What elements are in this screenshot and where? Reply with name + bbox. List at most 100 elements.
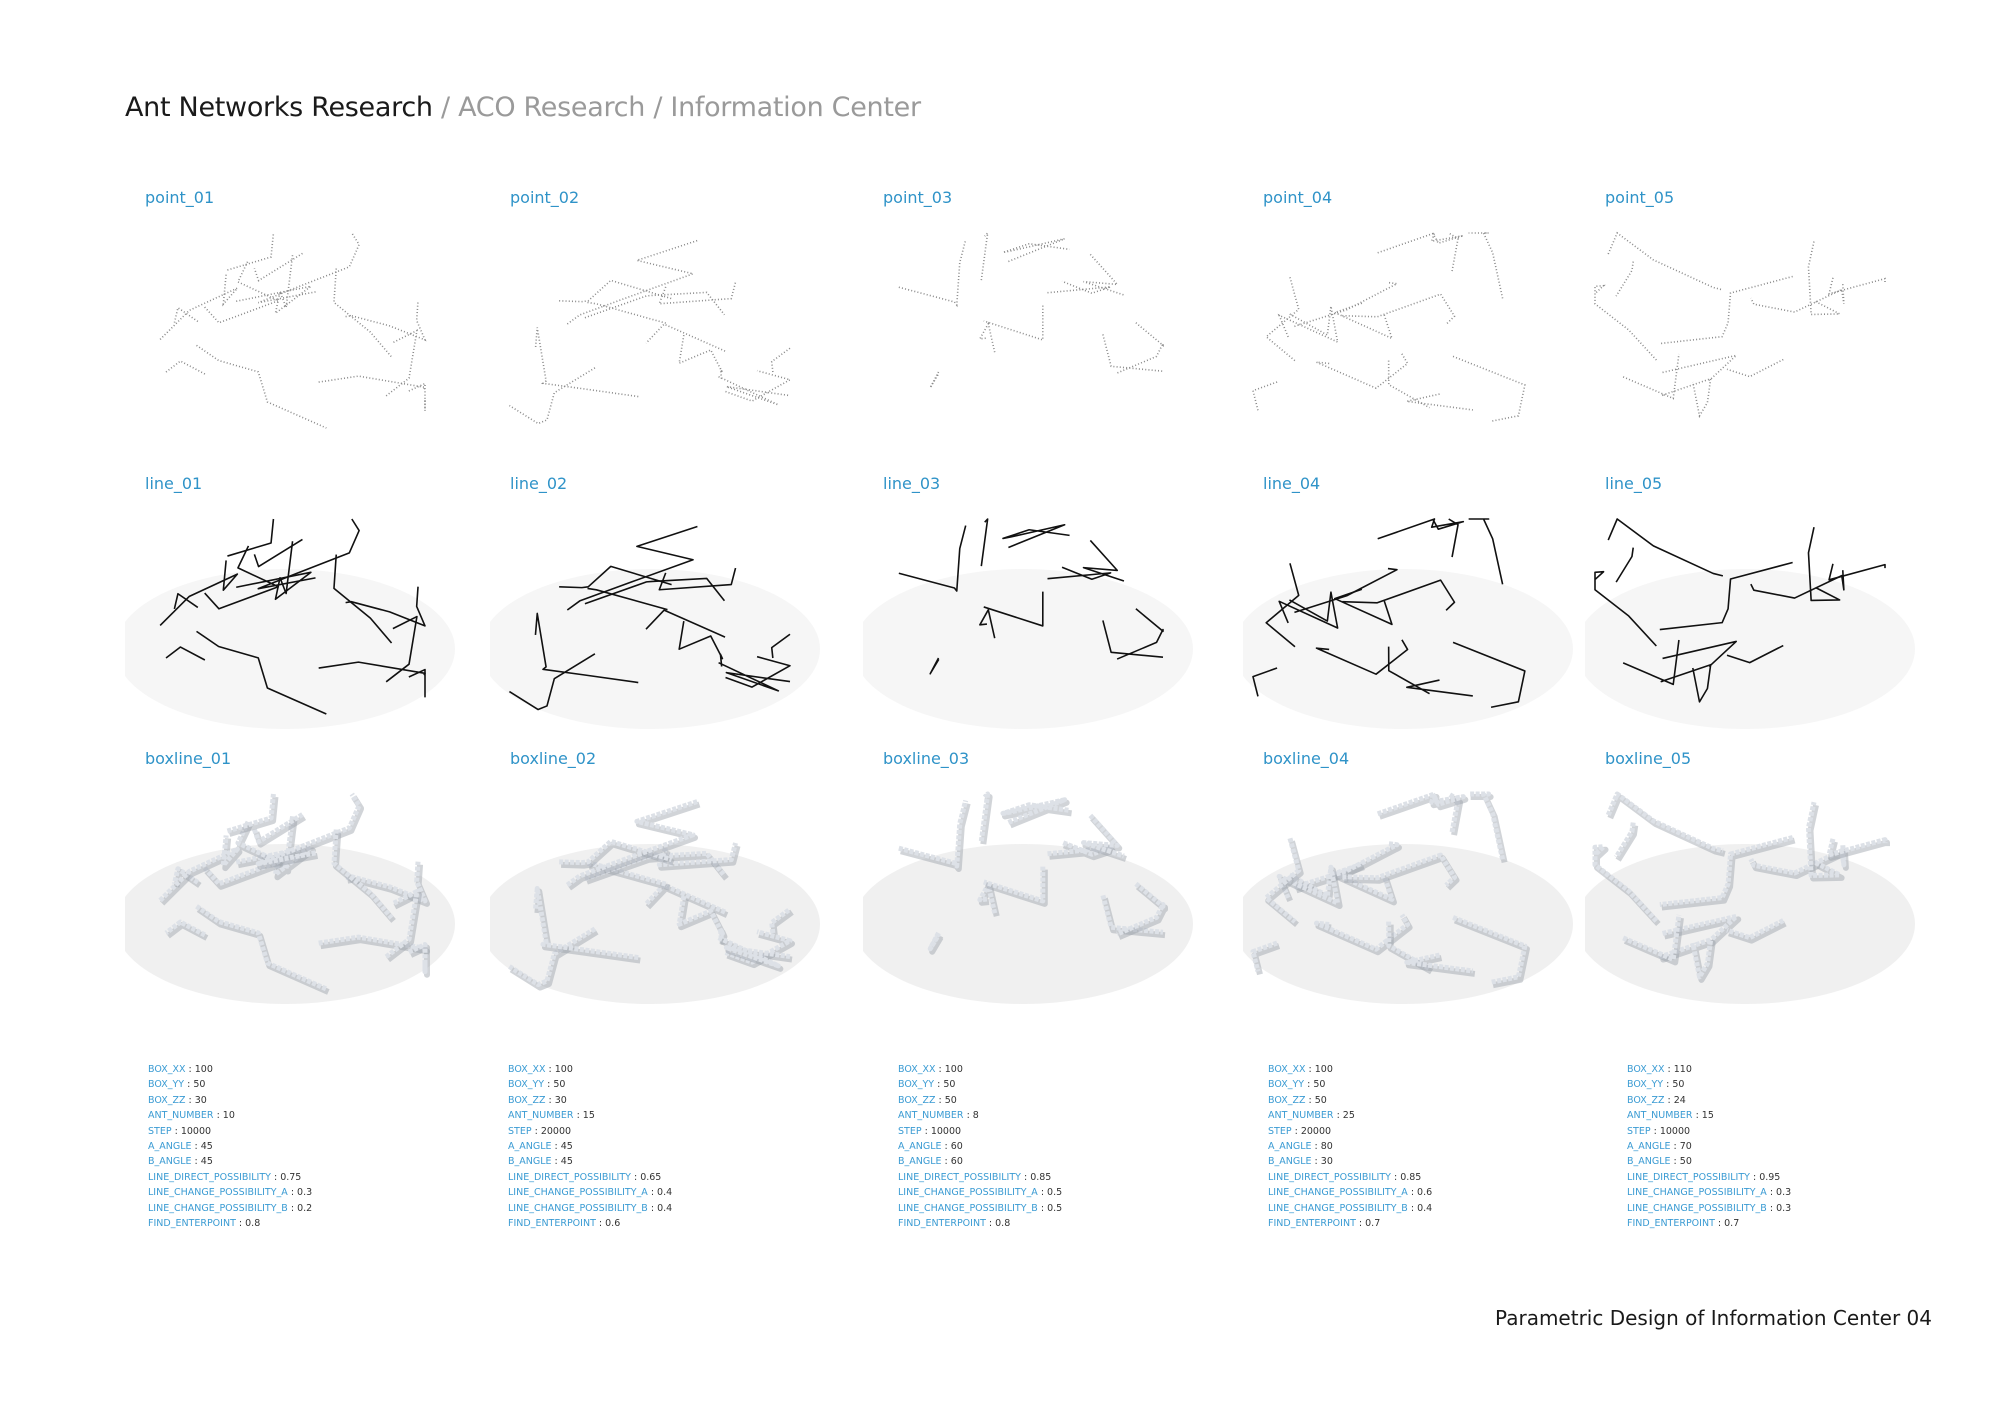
parameter-row: A_ANGLE : 80: [1268, 1139, 1432, 1154]
ant-path-line: [1659, 561, 1793, 631]
box-path: [1293, 841, 1400, 890]
parameter-row: ANT_NUMBER : 15: [1627, 1108, 1791, 1123]
parameter-key: STEP: [898, 1125, 922, 1137]
parameter-value: 50: [1679, 1156, 1692, 1168]
point-render-2: point_02: [490, 188, 820, 448]
ant-path-line: [1660, 663, 1712, 703]
ant-path-points: [345, 300, 427, 342]
ant-path-points: [1342, 293, 1456, 325]
ant-path-line: [770, 633, 791, 659]
ant-path-points: [1102, 334, 1164, 372]
parameter-separator: :: [1407, 1187, 1418, 1199]
parameter-value: 0.65: [640, 1171, 662, 1183]
box-path: [1592, 844, 1659, 923]
parameter-separator: :: [1305, 1064, 1315, 1075]
parameter-row: B_ANGLE : 50: [1627, 1154, 1791, 1169]
parameter-row: BOX_XX : 100: [1268, 1062, 1432, 1077]
ant-path-line: [1278, 591, 1339, 629]
box-path-shadow: [1623, 917, 1684, 966]
ant-path-points: [204, 259, 281, 324]
parameter-separator: :: [985, 1218, 996, 1230]
boxline-render-4: boxline_04: [1243, 749, 1573, 1009]
point-render-3: point_03: [863, 188, 1193, 448]
box-path-shadow: [980, 794, 993, 845]
box-path: [676, 895, 725, 942]
parameter-row: STEP : 10000: [1627, 1124, 1791, 1139]
ant-path-line: [257, 518, 360, 590]
parameter-row: STEP : 10000: [898, 1124, 1062, 1139]
parameter-key: B_ANGLE: [508, 1156, 552, 1168]
point-label: point_04: [1263, 188, 1333, 207]
ant-path-points: [718, 375, 791, 406]
line-network-drawing: [1585, 518, 1915, 729]
parameter-separator: :: [185, 1064, 195, 1075]
ant-path-line: [1002, 523, 1070, 549]
box-path: [255, 792, 362, 867]
parameter-key: BOX_YY: [898, 1079, 935, 1091]
ant-path-points: [1827, 277, 1886, 295]
parameter-value: 50: [944, 1094, 957, 1106]
ant-path-points: [678, 334, 724, 381]
parameter-separator: :: [934, 1079, 944, 1091]
parameter-key: A_ANGLE: [148, 1141, 192, 1153]
box-path-shadow: [929, 934, 944, 955]
parameter-row: LINE_DIRECT_POSSIBILITY : 0.85: [898, 1170, 1062, 1185]
parameter-separator: :: [1650, 1125, 1660, 1137]
boxline-network-drawing: [125, 792, 455, 1004]
ant-path-line: [1315, 639, 1409, 675]
parameter-row: ANT_NUMBER : 25: [1268, 1108, 1432, 1123]
parameter-value: 0.3: [1776, 1202, 1792, 1214]
parameter-key: A_ANGLE: [508, 1141, 552, 1153]
parameter-key: B_ANGLE: [898, 1156, 942, 1168]
line-label: line_05: [1605, 474, 1663, 493]
ant-path-line: [1294, 567, 1398, 614]
parameter-separator: :: [1333, 1110, 1343, 1122]
parameter-separator: :: [963, 1110, 973, 1122]
parameter-key: BOX_YY: [508, 1079, 545, 1091]
parameter-value: 100: [554, 1064, 573, 1075]
parameter-key: BOX_YY: [1627, 1079, 1664, 1091]
parameter-row: BOX_ZZ : 30: [148, 1093, 312, 1108]
ground-shadow: [1585, 844, 1915, 1004]
box-path: [1658, 937, 1714, 980]
ant-path-line: [159, 560, 239, 626]
ant-path-line: [165, 646, 206, 661]
parameter-row: LINE_CHANGE_POSSIBILITY_A : 0.6: [1268, 1185, 1432, 1200]
parameter-row: FIND_ENTERPOINT : 0.8: [898, 1216, 1062, 1231]
box-path: [587, 860, 669, 888]
ant-path-points: [1116, 322, 1164, 374]
parameter-separator: :: [531, 1125, 541, 1137]
parameter-row: B_ANGLE : 45: [508, 1154, 672, 1169]
ant-path-line: [1594, 570, 1657, 647]
ant-path-points: [408, 382, 426, 411]
box-path: [384, 889, 420, 959]
parameter-key: BOX_ZZ: [148, 1094, 186, 1106]
boxline-label: boxline_03: [883, 749, 970, 768]
line-network-drawing: [490, 525, 820, 729]
boxline-label: boxline_04: [1263, 749, 1350, 768]
ant-path-line: [204, 545, 280, 610]
parameter-separator: :: [1670, 1141, 1680, 1153]
ant-path-points: [898, 239, 967, 308]
parameter-value: 100: [194, 1064, 213, 1075]
parameter-key: LINE_CHANGE_POSSIBILITY_B: [1627, 1202, 1767, 1214]
parameter-separator: :: [1749, 1171, 1760, 1183]
parameter-value: 0.7: [1365, 1218, 1381, 1230]
parameter-value: 50: [943, 1079, 956, 1091]
box-path-shadow: [567, 801, 701, 891]
parameter-value: 24: [1673, 1094, 1686, 1106]
ant-path-points: [1615, 261, 1635, 297]
ant-path-points: [1468, 232, 1504, 299]
parameter-key: LINE_DIRECT_POSSIBILITY: [1627, 1171, 1750, 1183]
ant-path-line: [173, 592, 199, 610]
parameter-value: 50: [1672, 1079, 1685, 1091]
ant-path-line: [725, 655, 791, 688]
ground-shadow: [863, 844, 1193, 1004]
ant-path-line: [718, 661, 791, 692]
box-path: [898, 799, 969, 869]
parameter-key: BOX_XX: [1268, 1064, 1306, 1075]
parameter-key: A_ANGLE: [1627, 1141, 1671, 1153]
ant-path-line: [1252, 667, 1278, 697]
ground-shadow: [125, 569, 455, 729]
ant-path-points: [1387, 360, 1430, 409]
